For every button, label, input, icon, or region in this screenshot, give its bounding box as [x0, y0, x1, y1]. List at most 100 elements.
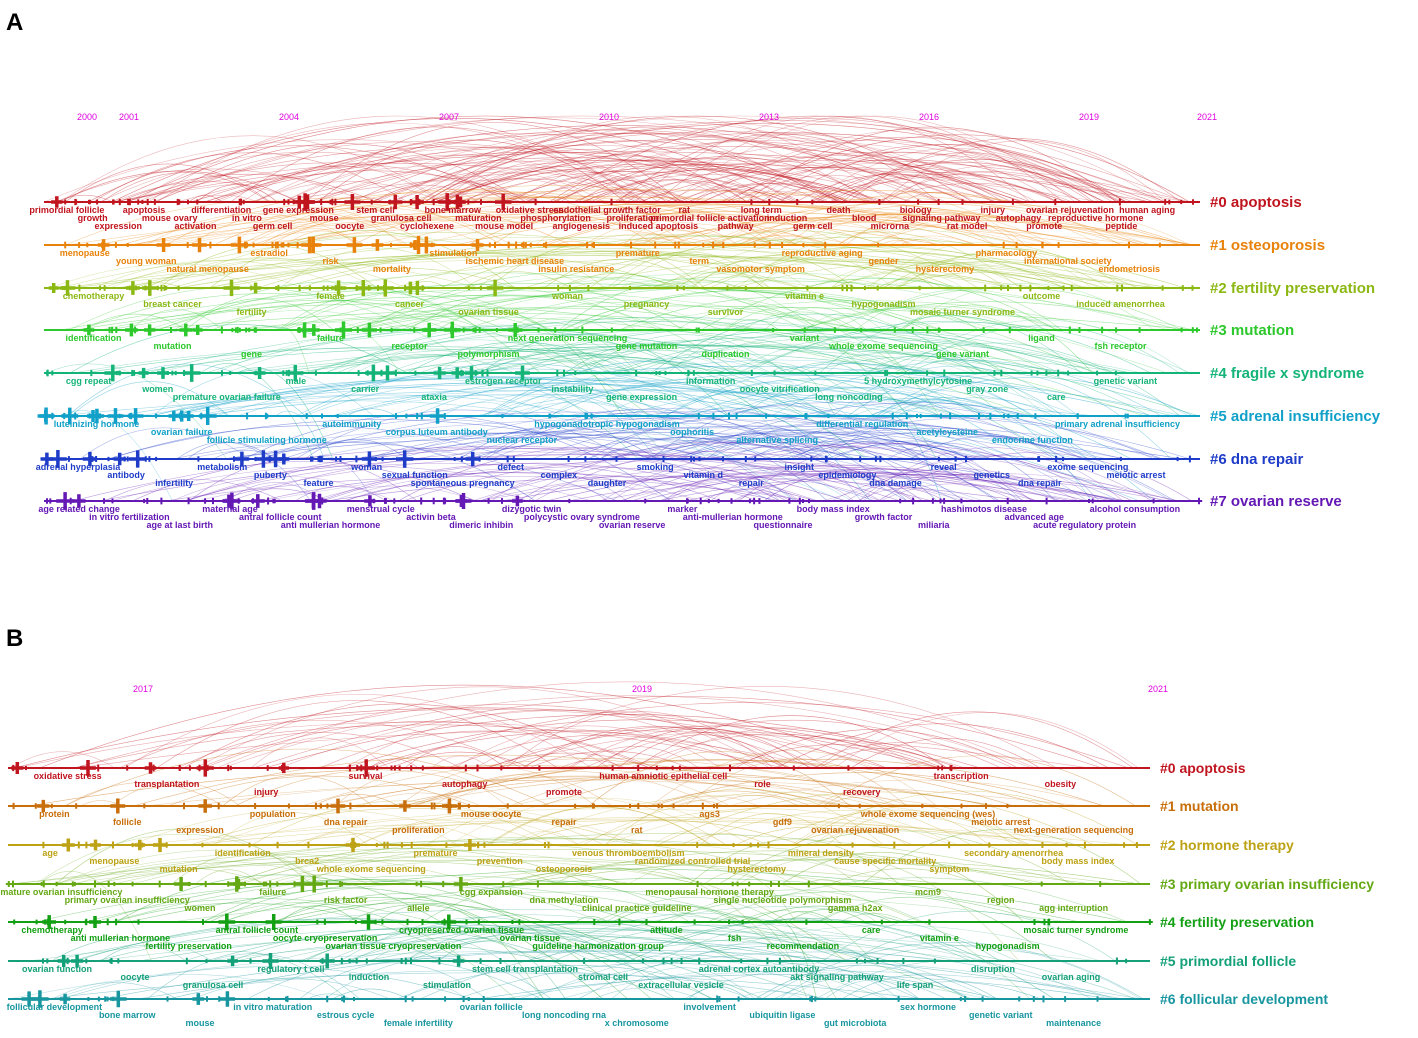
cocitation-arc: [791, 210, 1055, 246]
keyword-node: [691, 370, 697, 376]
cocitation-arc: [115, 874, 442, 923]
keyword-node: [173, 370, 178, 376]
keyword-node: [802, 413, 809, 419]
keyword-node: [578, 326, 586, 334]
keyword-label: hysterectomy: [916, 264, 975, 274]
keyword-node: [500, 881, 507, 887]
keyword-label: next generation sequencing: [508, 333, 628, 343]
keyword-node: [433, 366, 446, 380]
keyword-node: [836, 803, 842, 809]
cocitation-arc: [706, 433, 862, 502]
keyword-node: [86, 996, 91, 1002]
keyword-label: cryopreserved ovarian tissue: [399, 925, 524, 935]
keyword-node: [396, 450, 414, 468]
cocitation-arc: [325, 775, 843, 807]
keyword-label: induced apoptosis: [619, 221, 699, 231]
cocitation-arc: [388, 178, 650, 203]
keyword-node: [1134, 842, 1140, 848]
cocitation-arc: [302, 832, 385, 846]
cocitation-arc: [424, 149, 748, 203]
cocitation-arc: [622, 211, 773, 246]
keyword-node: [903, 412, 911, 420]
keyword-node: [695, 412, 702, 420]
keyword-node: [591, 919, 598, 925]
keyword-node: [218, 326, 226, 334]
cocitation-arc: [626, 181, 748, 203]
keyword-node: [1081, 841, 1089, 849]
keyword-node: [338, 327, 344, 333]
keyword-label: cgg repeat: [66, 376, 112, 386]
cocitation-arc: [186, 447, 847, 502]
keyword-node: [959, 803, 964, 809]
keyword-node: [266, 958, 272, 964]
keyword-node: [59, 993, 71, 1005]
keyword-node: [62, 199, 68, 205]
cocitation-arc: [406, 341, 631, 374]
cocitation-arc: [176, 220, 729, 246]
keyword-node: [1068, 284, 1075, 292]
cocitation-arc: [262, 185, 849, 246]
keyword-label: maintenance: [1046, 1018, 1101, 1028]
cocitation-arc: [114, 848, 698, 885]
keyword-node: [150, 764, 157, 772]
cocitation-arc: [295, 409, 628, 460]
keyword-node: [319, 413, 325, 419]
keyword-label: rat: [678, 205, 690, 215]
cocitation-arc: [35, 833, 327, 885]
keyword-labels: 2000 2001 2004 2007 2010 2013 2016 2019 2021#0 a…: [0, 112, 1381, 1028]
cocitation-arc: [197, 394, 1079, 460]
cocitation-arc: [764, 307, 867, 331]
cocitation-arc: [816, 161, 1105, 203]
keyword-label: term: [689, 256, 709, 266]
keyword-node: [413, 412, 421, 420]
keyword-node: [791, 765, 797, 771]
keyword-label: differential regulation: [816, 419, 908, 429]
cocitation-arc: [75, 860, 344, 885]
cocitation-arc: [419, 422, 1062, 502]
cocitation-arc: [711, 213, 1052, 246]
keyword-label: genetic variant: [1094, 376, 1158, 386]
cocitation-arc: [694, 136, 1121, 203]
keyword-label: obesity: [1045, 779, 1077, 789]
cocitation-arc: [313, 485, 478, 502]
cocitation-arc: [192, 820, 1081, 846]
cocitation-arc: [430, 167, 640, 203]
cocitation-arc: [359, 792, 482, 807]
keyword-node: [64, 957, 71, 965]
cluster-label: #0 apoptosis: [1210, 194, 1302, 211]
cocitation-arc: [523, 237, 1186, 289]
cocitation-arc: [109, 270, 260, 289]
cocitation-arc: [301, 363, 730, 417]
keyword-node: [89, 456, 96, 462]
cocitation-arc: [183, 418, 1128, 460]
keyword-node: [640, 958, 646, 964]
keyword-node: [61, 412, 68, 420]
keyword-label: pharmacology: [976, 248, 1038, 258]
keyword-node: [54, 881, 59, 887]
cocitation-arc: [491, 411, 921, 460]
keyword-node: [1005, 284, 1012, 292]
cocitation-arc: [46, 363, 228, 460]
cocitation-arc: [78, 730, 1090, 769]
cocitation-arc: [814, 181, 978, 203]
cocitation-arc: [268, 203, 1104, 246]
cocitation-arc: [65, 163, 271, 203]
cocitation-arc: [755, 964, 968, 1000]
cocitation-arc: [165, 197, 503, 246]
cocitation-arc: [888, 235, 975, 246]
cocitation-arc: [702, 488, 792, 502]
cocitation-arc: [260, 218, 431, 246]
keyword-label: care: [1047, 392, 1066, 402]
cocitation-arc: [475, 686, 1058, 769]
cocitation-arc: [850, 738, 1040, 769]
cocitation-arc: [567, 728, 829, 769]
cocitation-arc: [106, 419, 773, 502]
keyword-label: ligand: [1028, 333, 1055, 343]
keyword-node: [109, 841, 117, 849]
keyword-node: [1066, 326, 1074, 334]
keyword-node: [112, 918, 120, 926]
keyword-label: gdf9: [773, 817, 792, 827]
keyword-node: [49, 803, 55, 809]
keyword-node: [946, 412, 954, 420]
cocitation-arc: [402, 923, 745, 962]
